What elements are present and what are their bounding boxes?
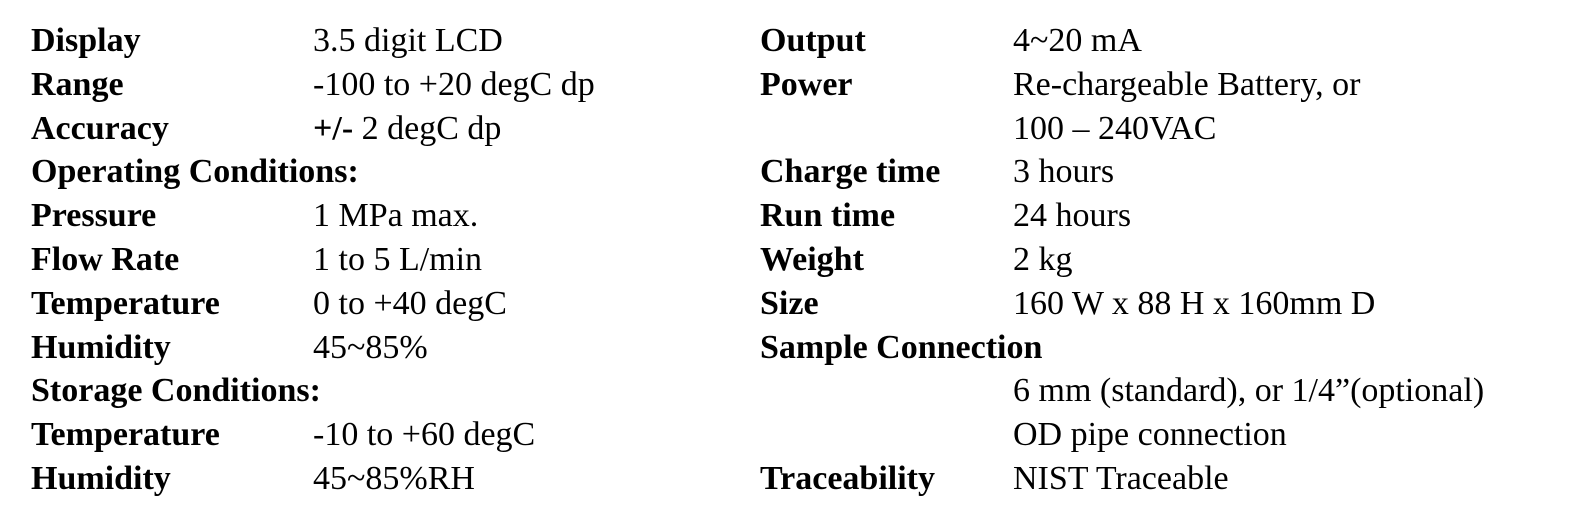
spec-label: Temperature [31, 284, 220, 322]
spec-value: 3 hours [1013, 153, 1115, 191]
spec-value: OD pipe connection [1013, 416, 1287, 454]
spec-label: Traceability [760, 459, 935, 497]
spec-value-prefix: +/- [313, 109, 354, 147]
spec-value: 6 mm (standard), or 1/4”(optional) [1013, 372, 1485, 410]
spec-value-text: 2 degC dp [353, 109, 502, 147]
spec-label: Charge time [760, 153, 941, 191]
spec-value: NIST Traceable [1013, 459, 1229, 497]
spec-label: Weight [760, 240, 864, 278]
spec-value: 100 – 240VAC [1013, 109, 1217, 147]
spec-label: Flow Rate [31, 240, 180, 278]
spec-value: 45~85% [313, 328, 428, 366]
spec-value: 1 to 5 L/min [313, 240, 483, 278]
spec-value: 24 hours [1013, 197, 1132, 235]
spec-value: 160 W x 88 H x 160mm D [1013, 284, 1376, 322]
spec-value: -100 to +20 degC dp [313, 65, 595, 103]
spec-label: Humidity [31, 328, 171, 366]
spec-value: 0 to +40 degC [313, 284, 507, 322]
spec-label: Operating Conditions: [31, 153, 359, 191]
spec-value: 3.5 digit LCD [313, 22, 503, 59]
spec-label: Sample Connection [760, 328, 1043, 366]
spec-value: 4~20 mA [1013, 22, 1142, 59]
spec-label: Display [31, 22, 141, 59]
spec-value: +/- 2 degC dp [313, 107, 501, 151]
spec-label: Size [760, 284, 819, 322]
spec-label: Power [760, 65, 853, 103]
spec-value: 2 kg [1013, 240, 1073, 278]
spec-value: 45~85%RH [313, 459, 475, 497]
spec-label: Pressure [31, 197, 157, 235]
spec-label: Range [31, 65, 124, 103]
spec-value: 1 MPa max. [313, 197, 479, 235]
spec-value: -10 to +60 degC [313, 416, 536, 454]
spec-label: Storage Conditions: [31, 372, 321, 410]
spec-label: Accuracy [31, 109, 169, 147]
spec-value: Re-chargeable Battery, or [1013, 65, 1361, 103]
spec-label: Output [760, 22, 866, 59]
spec-label: Run time [760, 197, 896, 235]
spec-label: Temperature [31, 416, 220, 454]
spec-label: Humidity [31, 459, 171, 497]
